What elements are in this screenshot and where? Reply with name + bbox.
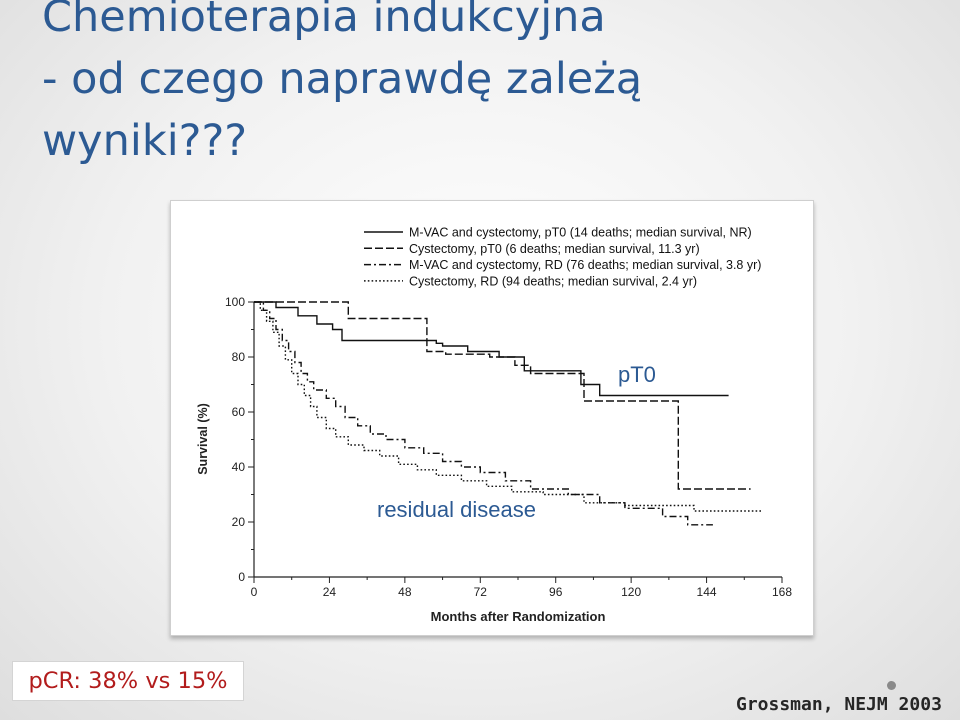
x-tick-label: 48 — [398, 585, 412, 599]
y-tick-label: 60 — [232, 405, 246, 419]
y-tick-label: 100 — [225, 295, 245, 309]
y-axis-label: Survival (%) — [196, 403, 210, 475]
x-tick-label: 144 — [697, 585, 717, 599]
x-tick-label: 0 — [251, 585, 258, 599]
title-line-3: wyniki??? — [42, 116, 248, 166]
decorative-dot — [887, 681, 896, 690]
x-tick-label: 120 — [621, 585, 641, 599]
pcr-callout: pCR: 38% vs 15% — [12, 661, 244, 701]
x-axis-label: Months after Randomization — [431, 609, 606, 624]
y-tick-label: 80 — [232, 350, 246, 364]
y-tick-label: 0 — [238, 570, 245, 584]
legend-label-3: M-VAC and cystectomy, RD (76 deaths; med… — [409, 258, 761, 272]
slide-title: Chemioterapia indukcyjna - od czego napr… — [42, 0, 942, 172]
x-tick-label: 168 — [772, 585, 792, 599]
annotation-residual-disease: residual disease — [377, 497, 536, 522]
survival-figure-panel: M-VAC and cystectomy, pT0 (14 deaths; me… — [170, 200, 814, 636]
x-tick-label: 96 — [549, 585, 563, 599]
chart-axes: 0 20 40 60 80 100 0 24 48 72 96 120 144 168 — [225, 295, 792, 599]
citation: Grossman, NEJM 2003 — [736, 694, 942, 715]
legend-label-2: Cystectomy, pT0 (6 deaths; median surviv… — [409, 242, 700, 256]
x-tick-label: 72 — [474, 585, 488, 599]
legend-label-1: M-VAC and cystectomy, pT0 (14 deaths; me… — [409, 226, 752, 240]
y-tick-label: 40 — [232, 460, 246, 474]
annotation-pt0: pT0 — [618, 362, 656, 387]
survival-chart: M-VAC and cystectomy, pT0 (14 deaths; me… — [196, 226, 792, 625]
chart-legend: M-VAC and cystectomy, pT0 (14 deaths; me… — [364, 226, 761, 288]
survival-curve-3 — [254, 301, 713, 526]
survival-curve-1 — [254, 301, 729, 397]
survival-curve-2 — [254, 301, 751, 490]
x-tick-label: 24 — [323, 585, 337, 599]
survival-curve-4 — [254, 301, 764, 512]
legend-label-4: Cystectomy, RD (94 deaths; median surviv… — [409, 274, 697, 288]
survival-curves — [254, 301, 764, 526]
title-line-2: - od czego naprawdę zależą — [42, 54, 643, 104]
y-tick-label: 20 — [232, 515, 246, 529]
title-line-1: Chemioterapia indukcyjna — [42, 0, 606, 42]
